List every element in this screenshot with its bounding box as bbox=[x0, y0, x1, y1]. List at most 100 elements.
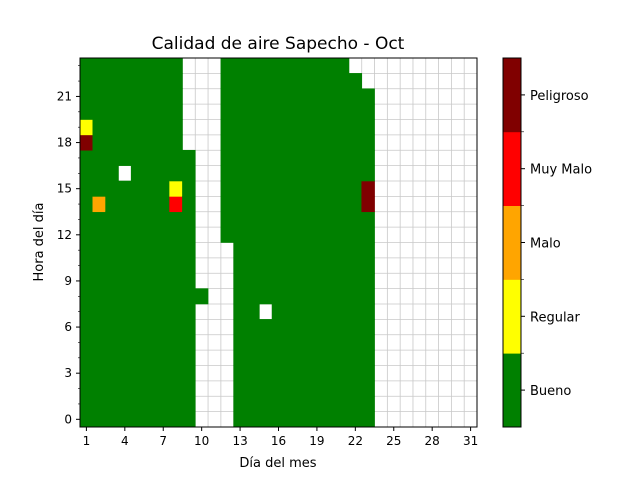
heatmap-cell bbox=[156, 88, 170, 105]
heatmap-cell bbox=[310, 395, 324, 412]
heatmap-cell bbox=[348, 303, 363, 320]
heatmap-cell bbox=[92, 134, 106, 151]
heatmap-cell bbox=[143, 349, 158, 366]
heatmap-cell bbox=[233, 211, 247, 228]
heatmap-cell bbox=[118, 288, 132, 305]
heatmap-cell bbox=[156, 257, 170, 274]
heatmap-cell bbox=[92, 411, 106, 428]
heatmap-cell bbox=[118, 257, 132, 274]
heatmap-cell bbox=[246, 272, 260, 289]
heatmap-cell bbox=[118, 380, 132, 397]
heatmap-cell bbox=[169, 365, 183, 382]
heatmap-cell bbox=[92, 395, 106, 412]
heatmap-cell bbox=[105, 103, 119, 120]
heatmap-cell bbox=[233, 334, 247, 351]
heatmap-cell bbox=[323, 319, 337, 336]
heatmap-cell bbox=[79, 103, 94, 120]
heatmap-cell bbox=[182, 380, 196, 397]
heatmap-cell bbox=[297, 380, 311, 397]
heatmap-cell bbox=[233, 134, 247, 151]
heatmap-cell bbox=[310, 196, 324, 213]
heatmap-cell bbox=[143, 57, 158, 74]
heatmap-cell bbox=[361, 288, 375, 305]
heatmap-cell bbox=[284, 57, 299, 74]
heatmap-cell bbox=[130, 334, 145, 351]
heatmap-cell bbox=[310, 380, 324, 397]
x-tick-label: 22 bbox=[348, 434, 363, 448]
heatmap-cell bbox=[182, 319, 196, 336]
heatmap-cell bbox=[118, 103, 132, 120]
heatmap-cell bbox=[310, 180, 324, 197]
heatmap-cell bbox=[220, 134, 234, 151]
heatmap-cell bbox=[271, 272, 286, 289]
heatmap-cell bbox=[323, 134, 337, 151]
heatmap-cell bbox=[246, 319, 260, 336]
heatmap-cell bbox=[156, 349, 170, 366]
heatmap-cell bbox=[79, 395, 94, 412]
heatmap-cell bbox=[118, 334, 132, 351]
heatmap-cell bbox=[310, 242, 324, 259]
heatmap-cell bbox=[361, 257, 375, 274]
heatmap-cell bbox=[105, 149, 119, 166]
heatmap-cell bbox=[258, 149, 273, 166]
heatmap-cell bbox=[335, 242, 350, 259]
heatmap-cell bbox=[297, 149, 311, 166]
heatmap-cell bbox=[246, 119, 260, 136]
heatmap-cell bbox=[105, 334, 119, 351]
heatmap-cell bbox=[323, 288, 337, 305]
heatmap-cell bbox=[323, 380, 337, 397]
heatmap-cell bbox=[143, 365, 158, 382]
heatmap-cell bbox=[130, 88, 145, 105]
heatmap-cell bbox=[361, 411, 375, 428]
y-tick-label: 6 bbox=[64, 320, 72, 334]
heatmap-cell bbox=[169, 288, 183, 305]
heatmap-cell bbox=[233, 88, 247, 105]
heatmap-cell bbox=[105, 288, 119, 305]
heatmap-cell bbox=[310, 303, 324, 320]
heatmap-cell bbox=[323, 226, 337, 243]
heatmap-cell bbox=[79, 149, 94, 166]
heatmap-cell bbox=[92, 88, 106, 105]
heatmap-cell bbox=[258, 242, 273, 259]
heatmap-cell bbox=[258, 319, 273, 336]
colorbar: Bueno Regular Malo Muy Malo Peligroso bbox=[502, 57, 592, 428]
heatmap-cell bbox=[323, 180, 337, 197]
heatmap-cell bbox=[348, 134, 363, 151]
heatmap-cell bbox=[220, 57, 234, 74]
heatmap-cell bbox=[105, 119, 119, 136]
heatmap-cell bbox=[297, 103, 311, 120]
heatmap-cell bbox=[118, 149, 132, 166]
heatmap-cell bbox=[323, 242, 337, 259]
heatmap-cell bbox=[233, 180, 247, 197]
heatmap-cell bbox=[220, 196, 234, 213]
heatmap-cell bbox=[361, 226, 375, 243]
heatmap-cell bbox=[182, 349, 196, 366]
heatmap-cell bbox=[246, 365, 260, 382]
heatmap-cell bbox=[297, 349, 311, 366]
heatmap-cell bbox=[156, 334, 170, 351]
heatmap-cell bbox=[79, 180, 94, 197]
heatmap-cell bbox=[310, 365, 324, 382]
heatmap-cell bbox=[143, 180, 158, 197]
heatmap-cell bbox=[220, 119, 234, 136]
heatmap-cell bbox=[105, 349, 119, 366]
heatmap-cell bbox=[297, 242, 311, 259]
heatmap-cell bbox=[271, 88, 286, 105]
heatmap-cell bbox=[323, 119, 337, 136]
heatmap-cell bbox=[233, 165, 247, 182]
heatmap-cell bbox=[271, 165, 286, 182]
heatmap-cell bbox=[258, 334, 273, 351]
heatmap-cell bbox=[258, 119, 273, 136]
heatmap-cell bbox=[310, 272, 324, 289]
heatmap-cell bbox=[310, 73, 324, 90]
heatmap-cell bbox=[92, 349, 106, 366]
heatmap-cell bbox=[79, 165, 94, 182]
heatmap-cell bbox=[271, 149, 286, 166]
heatmap-cell bbox=[233, 411, 247, 428]
y-tick-label: 0 bbox=[64, 412, 72, 426]
heatmap-cell bbox=[258, 257, 273, 274]
heatmap-cell bbox=[323, 411, 337, 428]
heatmap-cell bbox=[92, 73, 106, 90]
colorbar-label: Bueno bbox=[530, 384, 571, 399]
heatmap-cell bbox=[169, 319, 183, 336]
